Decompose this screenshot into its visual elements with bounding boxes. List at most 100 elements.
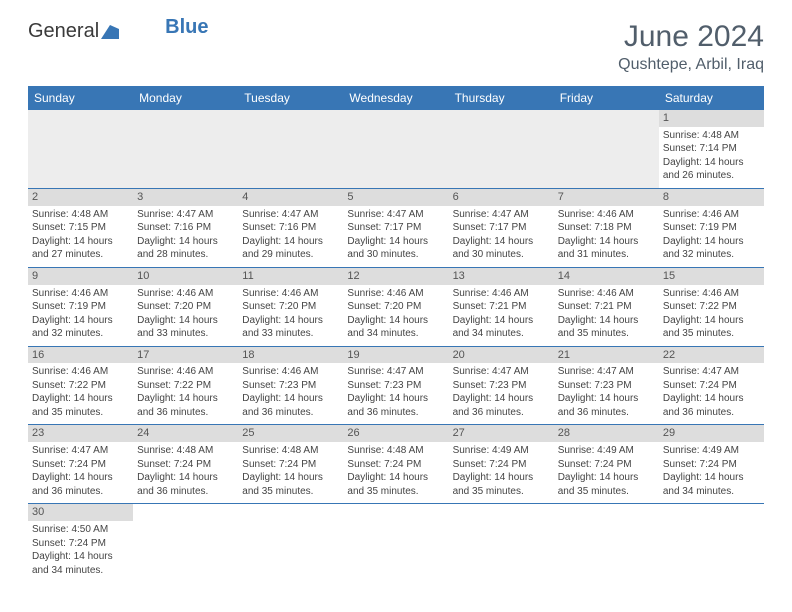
weekday-header: Wednesday	[343, 86, 448, 110]
cell-sunrise: Sunrise: 4:48 AM	[32, 208, 129, 222]
cell-daylight1: Daylight: 14 hours	[663, 314, 760, 328]
day-number: 24	[133, 425, 238, 442]
calendar-cell: 3Sunrise: 4:47 AMSunset: 7:16 PMDaylight…	[133, 188, 238, 267]
cell-daylight1: Daylight: 14 hours	[453, 471, 550, 485]
calendar-cell	[343, 504, 448, 582]
cell-sunset: Sunset: 7:23 PM	[558, 379, 655, 393]
day-number: 1	[659, 110, 764, 127]
day-number: 23	[28, 425, 133, 442]
calendar-cell: 27Sunrise: 4:49 AMSunset: 7:24 PMDayligh…	[449, 425, 554, 504]
cell-daylight1: Daylight: 14 hours	[32, 471, 129, 485]
cell-daylight1: Daylight: 14 hours	[32, 392, 129, 406]
cell-daylight1: Daylight: 14 hours	[242, 471, 339, 485]
cell-daylight1: Daylight: 14 hours	[32, 550, 129, 564]
cell-daylight1: Daylight: 14 hours	[558, 235, 655, 249]
cell-daylight2: and 26 minutes.	[663, 169, 760, 183]
calendar-cell: 15Sunrise: 4:46 AMSunset: 7:22 PMDayligh…	[659, 267, 764, 346]
calendar-cell	[554, 110, 659, 188]
cell-daylight1: Daylight: 14 hours	[558, 471, 655, 485]
calendar-table: Sunday Monday Tuesday Wednesday Thursday…	[28, 86, 764, 582]
cell-sunset: Sunset: 7:17 PM	[347, 221, 444, 235]
calendar-cell: 11Sunrise: 4:46 AMSunset: 7:20 PMDayligh…	[238, 267, 343, 346]
cell-sunrise: Sunrise: 4:48 AM	[242, 444, 339, 458]
calendar-cell: 21Sunrise: 4:47 AMSunset: 7:23 PMDayligh…	[554, 346, 659, 425]
cell-daylight1: Daylight: 14 hours	[137, 235, 234, 249]
title-block: June 2024 Qushtepe, Arbil, Iraq	[618, 20, 764, 74]
cell-daylight2: and 35 minutes.	[453, 485, 550, 499]
cell-daylight2: and 36 minutes.	[32, 485, 129, 499]
day-number: 10	[133, 268, 238, 285]
cell-daylight2: and 32 minutes.	[32, 327, 129, 341]
day-number: 28	[554, 425, 659, 442]
cell-sunrise: Sunrise: 4:47 AM	[32, 444, 129, 458]
cell-sunset: Sunset: 7:24 PM	[558, 458, 655, 472]
day-number: 9	[28, 268, 133, 285]
calendar-cell: 9Sunrise: 4:46 AMSunset: 7:19 PMDaylight…	[28, 267, 133, 346]
cell-sunrise: Sunrise: 4:47 AM	[347, 208, 444, 222]
calendar-cell: 1Sunrise: 4:48 AMSunset: 7:14 PMDaylight…	[659, 110, 764, 188]
day-number: 17	[133, 347, 238, 364]
cell-sunrise: Sunrise: 4:47 AM	[453, 208, 550, 222]
cell-sunset: Sunset: 7:23 PM	[347, 379, 444, 393]
day-number: 4	[238, 189, 343, 206]
calendar-cell: 10Sunrise: 4:46 AMSunset: 7:20 PMDayligh…	[133, 267, 238, 346]
cell-daylight2: and 33 minutes.	[242, 327, 339, 341]
cell-sunset: Sunset: 7:24 PM	[32, 458, 129, 472]
cell-sunset: Sunset: 7:20 PM	[242, 300, 339, 314]
day-number: 25	[238, 425, 343, 442]
cell-daylight2: and 33 minutes.	[137, 327, 234, 341]
day-number: 15	[659, 268, 764, 285]
calendar-cell: 4Sunrise: 4:47 AMSunset: 7:16 PMDaylight…	[238, 188, 343, 267]
weekday-header: Monday	[133, 86, 238, 110]
calendar-cell: 2Sunrise: 4:48 AMSunset: 7:15 PMDaylight…	[28, 188, 133, 267]
cell-daylight2: and 34 minutes.	[32, 564, 129, 578]
cell-sunrise: Sunrise: 4:50 AM	[32, 523, 129, 537]
cell-sunset: Sunset: 7:21 PM	[558, 300, 655, 314]
calendar-cell: 24Sunrise: 4:48 AMSunset: 7:24 PMDayligh…	[133, 425, 238, 504]
cell-daylight2: and 34 minutes.	[663, 485, 760, 499]
cell-daylight1: Daylight: 14 hours	[347, 392, 444, 406]
day-number: 18	[238, 347, 343, 364]
cell-daylight2: and 36 minutes.	[347, 406, 444, 420]
calendar-cell: 29Sunrise: 4:49 AMSunset: 7:24 PMDayligh…	[659, 425, 764, 504]
weekday-header: Friday	[554, 86, 659, 110]
cell-sunset: Sunset: 7:24 PM	[663, 458, 760, 472]
cell-daylight2: and 36 minutes.	[137, 406, 234, 420]
day-number: 3	[133, 189, 238, 206]
cell-daylight1: Daylight: 14 hours	[32, 235, 129, 249]
cell-sunrise: Sunrise: 4:46 AM	[347, 287, 444, 301]
cell-daylight2: and 30 minutes.	[453, 248, 550, 262]
weekday-header: Tuesday	[238, 86, 343, 110]
day-number: 14	[554, 268, 659, 285]
header: General Blue June 2024 Qushtepe, Arbil, …	[28, 20, 764, 74]
cell-sunrise: Sunrise: 4:49 AM	[663, 444, 760, 458]
cell-daylight2: and 36 minutes.	[242, 406, 339, 420]
cell-daylight1: Daylight: 14 hours	[242, 314, 339, 328]
weekday-header-row: Sunday Monday Tuesday Wednesday Thursday…	[28, 86, 764, 110]
cell-daylight1: Daylight: 14 hours	[663, 235, 760, 249]
calendar-row: 16Sunrise: 4:46 AMSunset: 7:22 PMDayligh…	[28, 346, 764, 425]
cell-daylight2: and 35 minutes.	[32, 406, 129, 420]
cell-sunrise: Sunrise: 4:46 AM	[453, 287, 550, 301]
cell-sunrise: Sunrise: 4:46 AM	[137, 365, 234, 379]
calendar-cell	[133, 504, 238, 582]
cell-daylight2: and 36 minutes.	[453, 406, 550, 420]
cell-daylight2: and 34 minutes.	[347, 327, 444, 341]
cell-daylight2: and 32 minutes.	[663, 248, 760, 262]
cell-sunrise: Sunrise: 4:46 AM	[137, 287, 234, 301]
day-number: 21	[554, 347, 659, 364]
cell-sunset: Sunset: 7:20 PM	[347, 300, 444, 314]
cell-daylight2: and 35 minutes.	[558, 327, 655, 341]
cell-sunset: Sunset: 7:18 PM	[558, 221, 655, 235]
day-number: 13	[449, 268, 554, 285]
day-number: 22	[659, 347, 764, 364]
cell-sunrise: Sunrise: 4:48 AM	[347, 444, 444, 458]
cell-daylight1: Daylight: 14 hours	[558, 314, 655, 328]
calendar-cell	[659, 504, 764, 582]
cell-sunset: Sunset: 7:24 PM	[347, 458, 444, 472]
cell-daylight1: Daylight: 14 hours	[137, 314, 234, 328]
calendar-cell: 17Sunrise: 4:46 AMSunset: 7:22 PMDayligh…	[133, 346, 238, 425]
cell-sunrise: Sunrise: 4:47 AM	[347, 365, 444, 379]
weekday-header: Saturday	[659, 86, 764, 110]
logo-text-blue: Blue	[165, 16, 208, 39]
